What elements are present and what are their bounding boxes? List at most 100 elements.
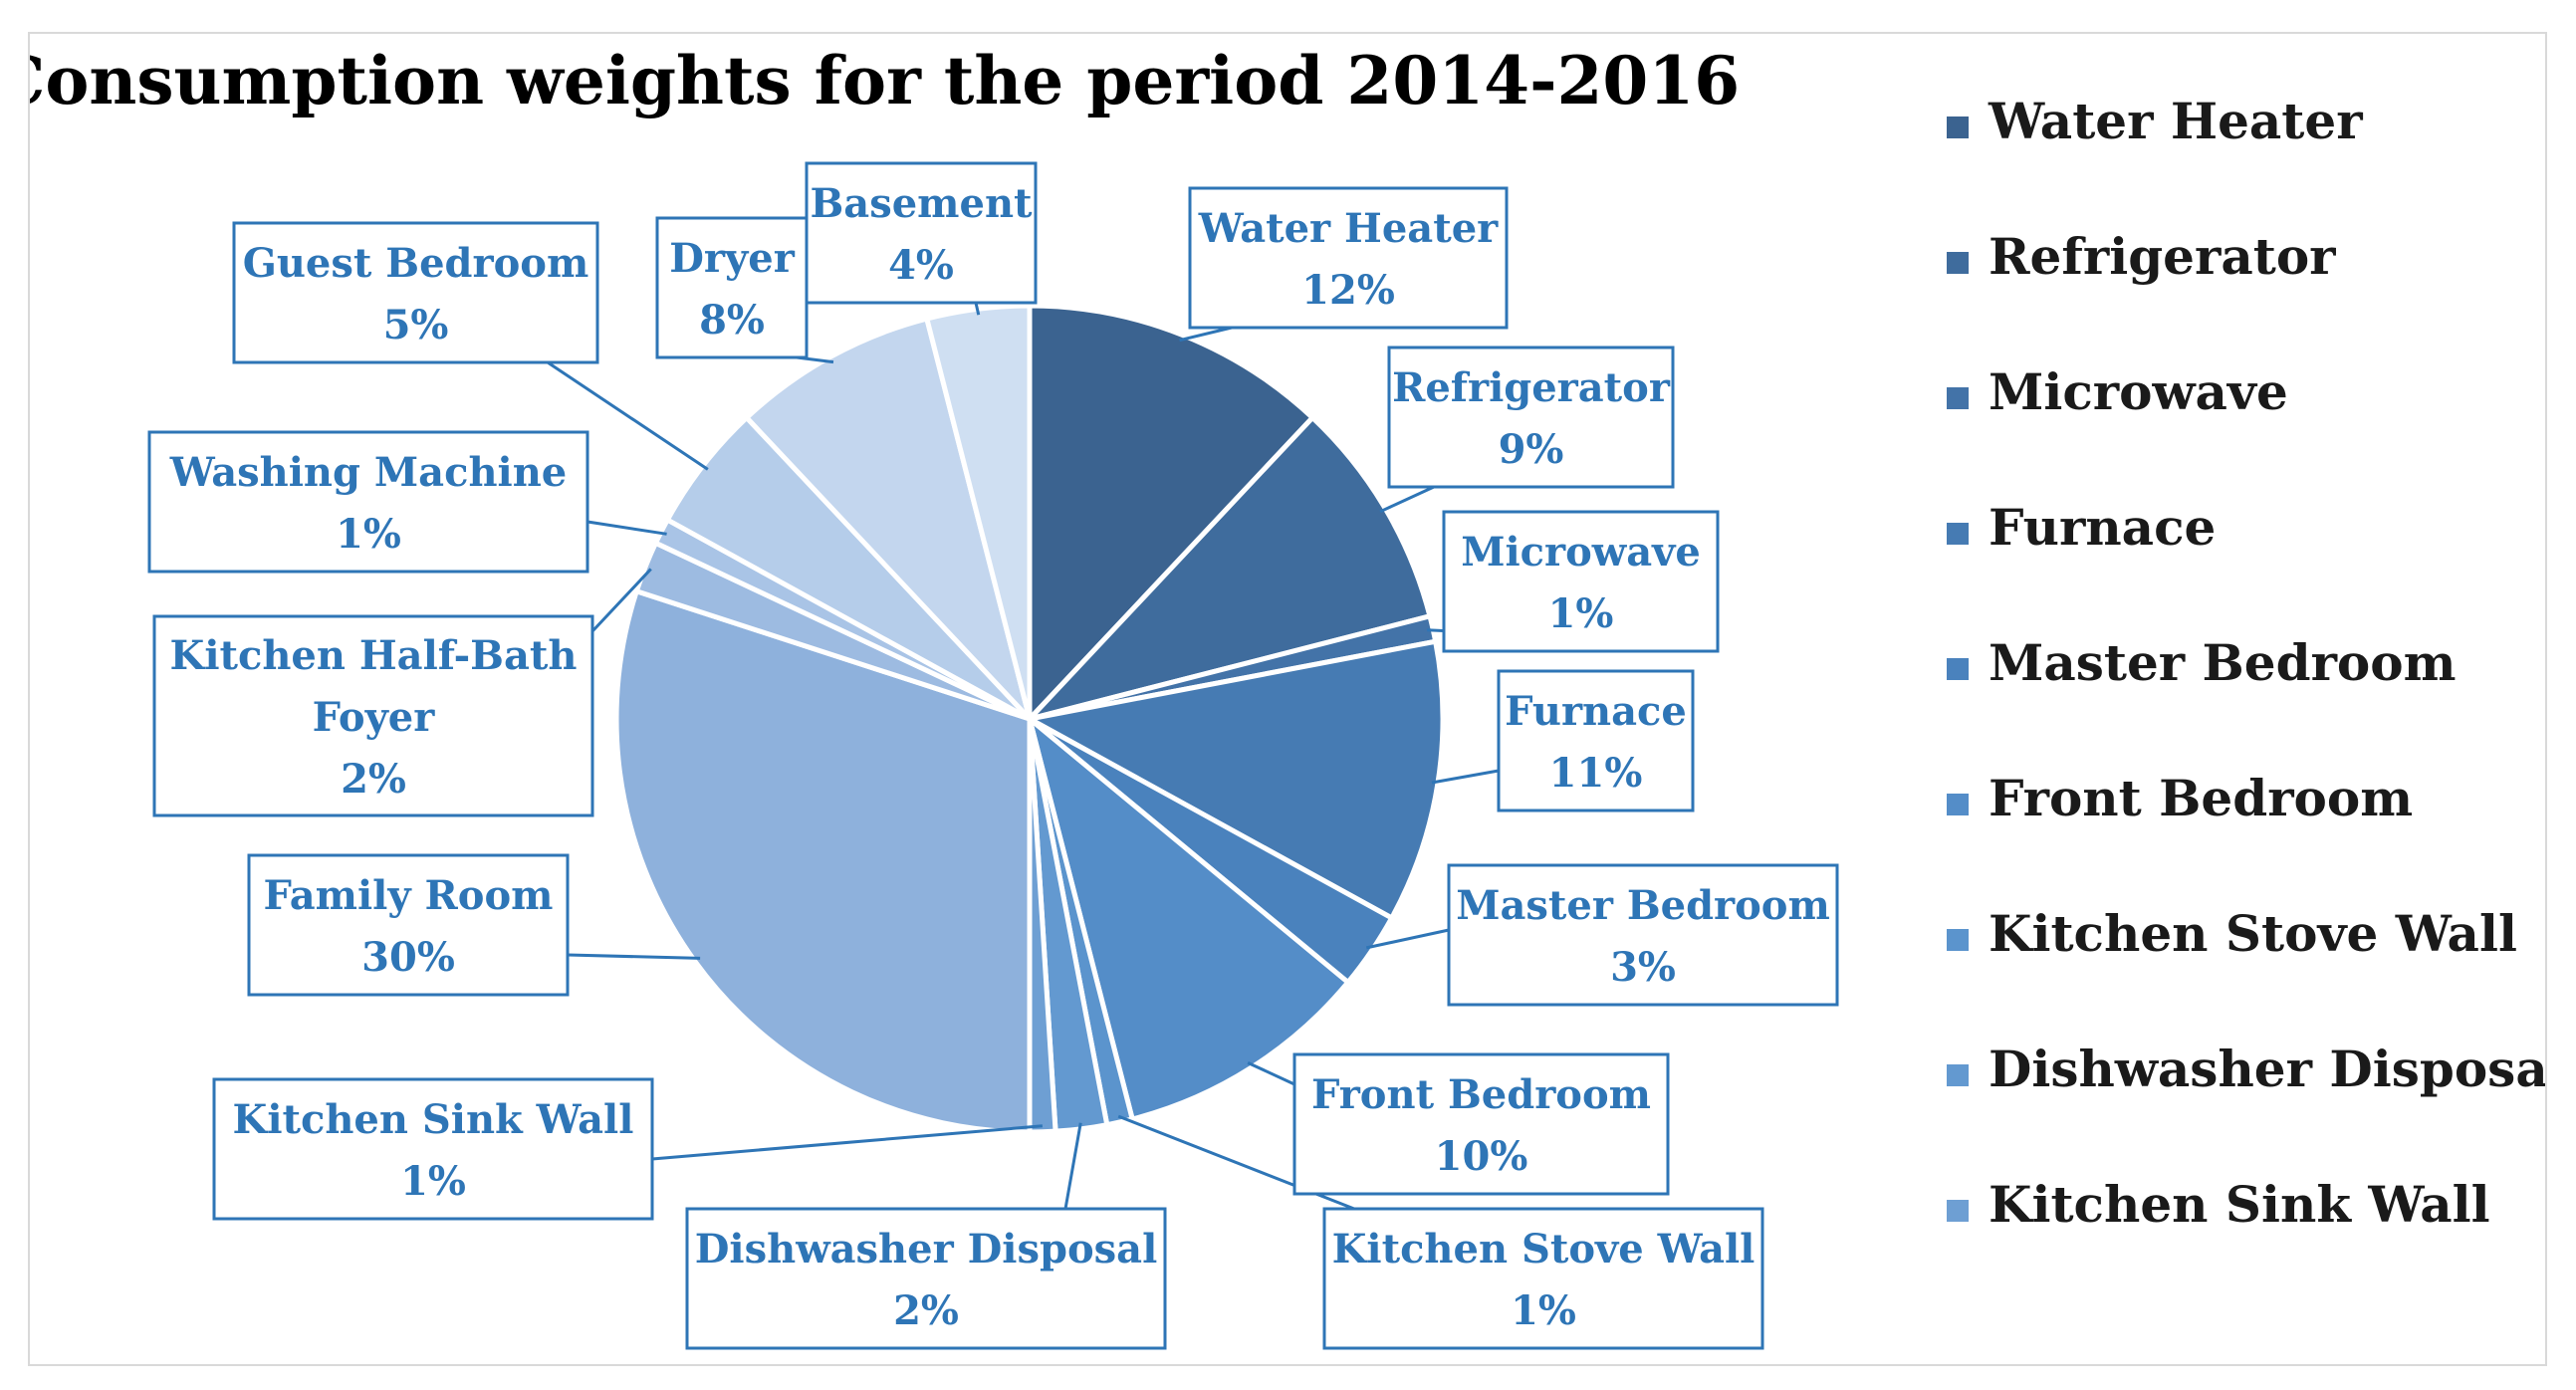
callout-box: [1442, 510, 1720, 653]
data-label-value: 9%: [1499, 426, 1564, 473]
legend-entry-master-bedroom: Master Bedroom: [1947, 633, 2457, 692]
legend-label: Kitchen Stove Wall: [1989, 904, 2517, 963]
callout-box: [1497, 669, 1695, 812]
data-label-family-room: Family Room 30%: [247, 853, 570, 997]
legend-swatch: [1947, 252, 1969, 274]
data-label-value: 1%: [336, 511, 401, 558]
data-label-name: Basement: [810, 180, 1033, 227]
data-label-name: Dryer: [669, 235, 795, 282]
pie-chart: Consumption weights for the period 2014-…: [30, 42, 2545, 1350]
data-label-kitchen-stove-wall: Kitchen Stove Wall 1%: [1322, 1207, 1764, 1350]
data-label-value: 12%: [1301, 267, 1395, 314]
data-label-washing-machine: Washing Machine 1%: [147, 430, 589, 574]
data-label-basement: Basement 4%: [805, 161, 1038, 305]
leader-line-refrigerator: [1379, 485, 1435, 514]
data-label-name: Microwave: [1461, 529, 1701, 576]
data-label-name: Kitchen Half-Bath: [170, 632, 578, 679]
legend-label: Master Bedroom: [1989, 633, 2457, 692]
data-label-name: Dishwasher Disposal: [695, 1226, 1158, 1273]
pie-slices: [613, 303, 1446, 1135]
legend-entry-dishwasher-disposal: Dishwasher Disposal: [1947, 1040, 2545, 1098]
data-label-name: Front Bedroom: [1311, 1071, 1651, 1118]
data-label-name: Refrigerator: [1392, 364, 1671, 411]
leader-line-kitchen-sink-wall: [651, 1124, 1043, 1161]
legend-entry-furnace: Furnace: [1947, 498, 2216, 557]
legend-entry-front-bedroom: Front Bedroom: [1947, 769, 2413, 827]
data-label-water-heater: Water Heater 12%: [1188, 186, 1509, 330]
data-label-value: 8%: [699, 297, 765, 344]
data-label-value: 2%: [893, 1287, 959, 1334]
legend-swatch: [1947, 658, 1969, 680]
data-label-callouts: Water Heater 12% Refrigerator 9% Microwave 1%…: [147, 161, 1839, 1350]
data-label-value: 1%: [1511, 1287, 1576, 1334]
leader-line-dishwasher-disposal: [1063, 1122, 1082, 1210]
data-label-guest-bedroom: Guest Bedroom 5%: [232, 221, 599, 364]
callout-box: [147, 430, 589, 574]
data-label-microwave: Microwave 1%: [1442, 510, 1720, 653]
data-label-name: Kitchen Stove Wall: [1332, 1226, 1756, 1273]
data-label-value: 1%: [400, 1158, 466, 1205]
callout-box: [232, 221, 599, 364]
data-label-name: Master Bedroom: [1456, 882, 1830, 929]
leader-line-washing-machine: [586, 520, 667, 536]
callout-box: [1322, 1207, 1764, 1350]
leader-line-front-bedroom: [1247, 1060, 1295, 1086]
leader-line-family-room: [567, 953, 701, 960]
data-label-dryer: Dryer 8%: [655, 216, 809, 359]
data-label-value: 30%: [361, 934, 455, 981]
data-label-value: 10%: [1435, 1133, 1528, 1180]
legend-label: Microwave: [1989, 362, 2288, 421]
legend-label: Front Bedroom: [1989, 769, 2413, 827]
callout-box: [1447, 863, 1839, 1007]
data-label-value: 3%: [1610, 944, 1676, 991]
callout-box: [655, 216, 809, 359]
callout-box: [805, 161, 1038, 305]
pie-slice-water-heater: [1027, 303, 1316, 726]
legend-label: Furnace: [1989, 498, 2216, 557]
data-label-value: 5%: [383, 302, 449, 348]
pie-slice-furnace: [1022, 638, 1446, 922]
data-label-value: 11%: [1549, 750, 1643, 797]
data-label-dishwasher-disposal: Dishwasher Disposal 2%: [685, 1207, 1167, 1350]
chart-title: Consumption weights for the period 2014-…: [30, 42, 1740, 119]
data-label-kitchen-sink-wall: Kitchen Sink Wall 1%: [212, 1077, 654, 1221]
legend-label: Dishwasher Disposal: [1989, 1040, 2545, 1098]
data-label-value: 1%: [1548, 590, 1614, 637]
callout-box: [247, 853, 570, 997]
callout-box: [212, 1077, 654, 1221]
legend-label: Refrigerator: [1989, 227, 2336, 286]
callout-box: [1292, 1052, 1670, 1196]
data-label-name: Guest Bedroom: [243, 240, 589, 287]
leader-line-kitchen-half-bath-foyer: [590, 568, 652, 633]
data-label-name: Washing Machine: [169, 449, 568, 496]
callout-box: [152, 614, 594, 817]
legend-label: Water Heater: [1988, 92, 2363, 150]
chart-frame: Consumption weights for the period 2014-…: [28, 32, 2547, 1366]
legend-swatch: [1947, 523, 1969, 545]
legend-entry-refrigerator: Refrigerator: [1947, 227, 2336, 286]
data-label-value: 2%: [341, 756, 406, 803]
legend-swatch: [1947, 794, 1969, 815]
callout-box: [1387, 346, 1675, 489]
leader-line-basement: [974, 302, 981, 316]
legend-entry-water-heater: Water Heater: [1947, 92, 2363, 150]
data-label-furnace: Furnace 11%: [1497, 669, 1695, 812]
data-label-value: 4%: [888, 242, 954, 289]
leader-line-furnace: [1431, 769, 1500, 785]
legend: Water Heater Refrigerator Microwave Furnace…: [1947, 92, 2545, 1234]
pie-slice-dryer: [743, 315, 1033, 721]
legend-swatch: [1947, 929, 1969, 951]
legend-swatch: [1947, 387, 1969, 409]
legend-swatch: [1947, 116, 1969, 138]
data-label-name: Kitchen Sink Wall: [233, 1096, 634, 1143]
leader-line-master-bedroom: [1365, 928, 1450, 950]
leader-line-guest-bedroom: [547, 360, 709, 471]
leader-line-water-heater: [1179, 326, 1233, 343]
callout-box: [685, 1207, 1167, 1350]
legend-entry-kitchen-sink-wall: Kitchen Sink Wall: [1947, 1175, 2490, 1234]
data-label-name: Furnace: [1505, 688, 1687, 735]
legend-entry-kitchen-stove-wall: Kitchen Stove Wall: [1947, 904, 2517, 963]
data-label-master-bedroom: Master Bedroom 3%: [1447, 863, 1839, 1007]
legend-swatch: [1947, 1064, 1969, 1086]
pie-slice-family-room: [613, 587, 1033, 1135]
